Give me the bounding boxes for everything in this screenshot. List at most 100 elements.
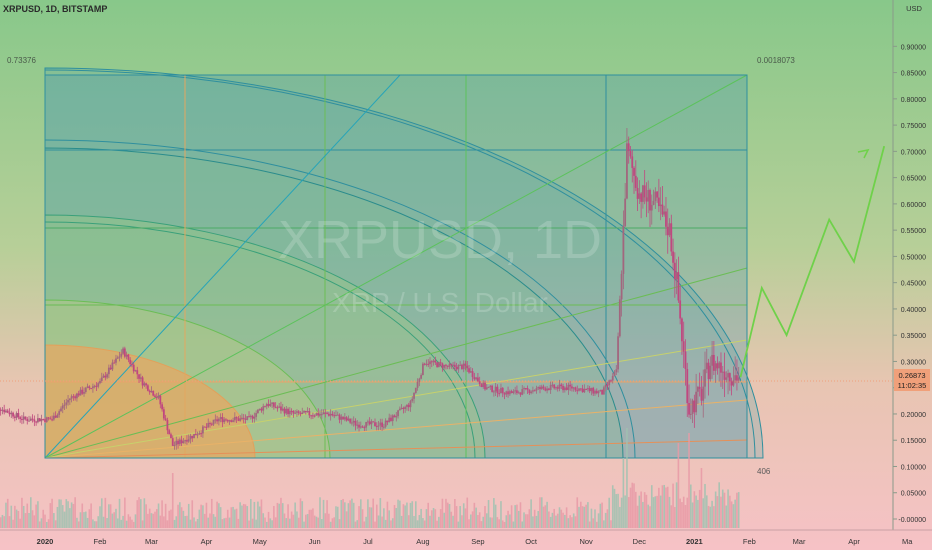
candle-body (184, 440, 187, 442)
candle-body (81, 389, 84, 394)
candle-body (61, 405, 64, 409)
candle-body (24, 416, 27, 419)
candle-body (196, 434, 199, 436)
candle-body (129, 359, 132, 365)
candle-body (555, 387, 557, 389)
volume-bar (264, 517, 266, 528)
volume-bar (384, 519, 387, 528)
candle-body (198, 433, 201, 435)
candle-body (67, 400, 69, 403)
volume-bar (228, 517, 231, 528)
volume-bar (461, 515, 463, 528)
candle-body (597, 391, 600, 394)
candle-body (592, 387, 595, 394)
candle-body (684, 351, 687, 370)
candle-body (29, 418, 32, 421)
candle-body (388, 417, 391, 423)
volume-bar (727, 489, 729, 528)
symbol-header[interactable]: XRPUSD, 1D, BITSTAMP (3, 4, 107, 14)
candle-body (594, 390, 596, 394)
volume-bar (230, 507, 233, 528)
candle-body (691, 400, 694, 414)
candle-body (322, 412, 325, 415)
candle-body (496, 386, 499, 394)
volume-bar (470, 514, 472, 528)
volume-bar (170, 509, 172, 528)
candle-body (56, 414, 59, 418)
candle-body (688, 403, 690, 415)
volume-bar (418, 515, 421, 528)
candle-body (602, 387, 605, 395)
volume-bar (338, 519, 341, 528)
candle-body (285, 408, 288, 414)
volume-bar (294, 502, 296, 528)
candle-body (409, 400, 412, 408)
projection-path[interactable] (739, 145, 886, 378)
volume-bar (234, 509, 236, 528)
candle-body (503, 393, 506, 395)
volume-bar (191, 500, 194, 528)
volume-bar (379, 498, 382, 528)
gann-box[interactable] (44, 67, 764, 459)
candle-body (647, 189, 650, 202)
volume-bar (615, 494, 618, 528)
candle-body (604, 384, 607, 388)
price-axis-currency: USD (906, 4, 922, 13)
candle-body (31, 418, 34, 420)
candle-body (143, 383, 146, 386)
candle-body (138, 374, 140, 379)
volume-bar (700, 468, 703, 528)
candle-body (175, 440, 178, 446)
volume-bar (631, 482, 634, 528)
volume-bar (404, 505, 406, 528)
candle-body (349, 418, 352, 423)
candle-body (90, 388, 93, 390)
candle-body (583, 388, 586, 393)
volume-bar (407, 515, 410, 528)
volume-bar (413, 516, 415, 528)
candle-body (537, 387, 540, 389)
candle-body (675, 272, 678, 280)
volume-bar (202, 505, 204, 528)
candle-body (320, 414, 323, 416)
candle-body (191, 435, 194, 439)
candle-body (297, 411, 300, 414)
volume-bar (681, 502, 683, 528)
volume-bar (47, 519, 50, 528)
volume-bar (118, 498, 121, 528)
volume-bar (370, 507, 373, 528)
drawing-label-top-right: 0.0018073 (757, 56, 795, 65)
volume-bar (730, 501, 733, 528)
volume-bar (540, 497, 543, 528)
volume-bar (533, 509, 536, 528)
volume-bar (313, 515, 316, 528)
candle-body (93, 385, 96, 387)
volume-bar (72, 503, 75, 528)
volume-bars (0, 428, 740, 528)
candle-body (125, 354, 128, 357)
volume-bar (698, 489, 701, 528)
volume-bar (5, 502, 7, 528)
candle-body (665, 211, 667, 227)
volume-bar (267, 511, 270, 528)
candle-body (649, 189, 651, 211)
candle-body (395, 416, 398, 418)
candle-body (452, 364, 454, 366)
candle-body (202, 426, 204, 434)
gann-box-border (44, 74, 748, 459)
volume-bar (104, 497, 107, 528)
volume-bar (496, 517, 499, 528)
volume-bar (239, 502, 241, 528)
volume-bar (60, 499, 62, 528)
volume-bar (430, 510, 433, 528)
candle-body (712, 354, 715, 371)
candle-body (697, 386, 699, 392)
price-axis[interactable]: USD 0.90000 0.85000 0.80000 0.75000 0.70000 0… (892, 0, 926, 530)
candle-body (400, 407, 403, 409)
candle-body (391, 415, 394, 422)
volume-bar (695, 495, 697, 528)
time-axis[interactable]: 2020 Feb Mar Apr May Jun Jul Aug Sep Oct Nov Dec 202… (0, 529, 932, 546)
volume-bar (457, 521, 460, 528)
